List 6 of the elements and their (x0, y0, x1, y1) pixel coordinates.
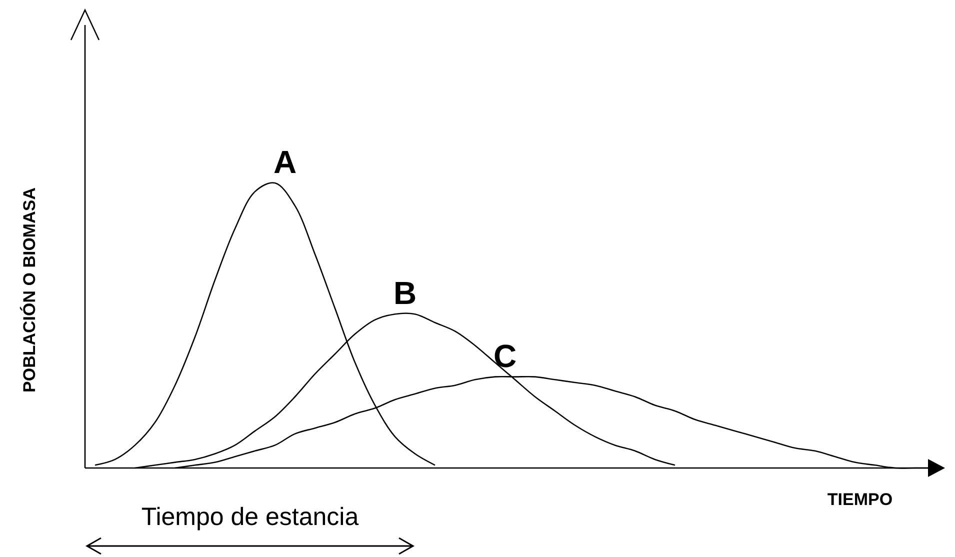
series-label: A (273, 144, 297, 180)
y-axis-title: POBLACIÓN O BIOMASA (19, 188, 39, 392)
x-axis-title: TIEMPO (827, 490, 893, 509)
series-label: C (493, 338, 517, 374)
text: Tiempo de estancia (141, 503, 359, 531)
series-label: B (393, 275, 417, 312)
